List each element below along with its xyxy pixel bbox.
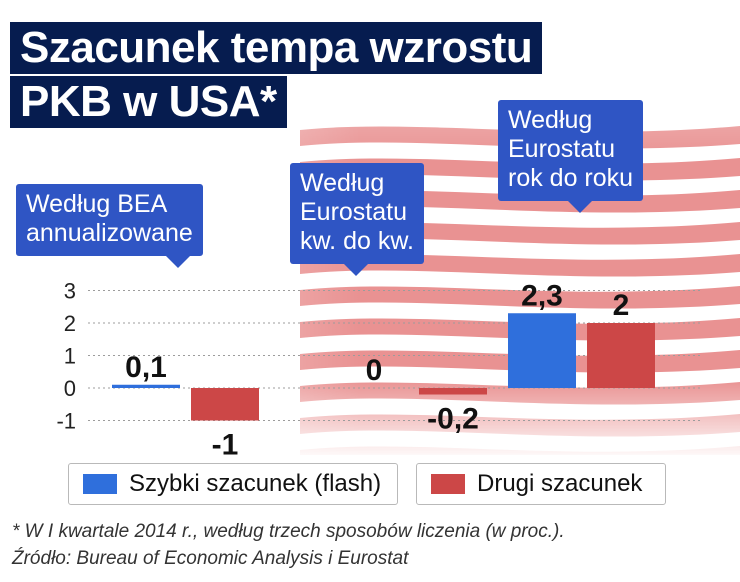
callout-eurostat-yoy-line-1: Według [508, 106, 593, 134]
title-line-1: Szacunek tempa wzrostu [10, 22, 543, 74]
data-label: -1 [212, 429, 239, 462]
data-label: 2,3 [521, 279, 563, 312]
y-tick-label: 1 [64, 344, 76, 369]
y-tick-label: 3 [64, 279, 76, 304]
callout-bea: Według BEA annualizowane [16, 184, 203, 268]
data-label: 0,1 [125, 351, 167, 384]
footnote-note: * W I kwartale 2014 r., według trzech sp… [12, 521, 565, 542]
callout-eurostat-yoy: Według Eurostatu rok do roku [498, 100, 644, 213]
bar-second [587, 323, 655, 388]
callout-bea-line-1: Według BEA [26, 190, 168, 218]
data-label: 2 [613, 289, 630, 322]
y-tick-label: 2 [64, 311, 76, 336]
y-tick-label: -1 [56, 409, 76, 434]
callout-eurostat-qoq: Według Eurostatu kw. do kw. [290, 163, 424, 276]
callout-eurostat-qoq-line-1: Według [300, 169, 385, 197]
legend-swatch-flash [83, 474, 117, 494]
callout-bea-line-2: annualizowane [26, 219, 193, 247]
callout-eurostat-yoy-line-3: rok do roku [508, 164, 634, 192]
footnote-source: Źródło: Bureau of Economic Analysis i Eu… [12, 548, 409, 569]
legend-item-flash: Szybki szacunek (flash) [68, 463, 398, 505]
bar-flash [508, 313, 576, 388]
bar-second [419, 388, 487, 395]
flag-stripe [300, 286, 740, 309]
y-tick-label: 0 [64, 376, 76, 401]
bar-flash [112, 384, 180, 388]
legend-swatch-second [431, 474, 465, 494]
data-label: -0,2 [427, 403, 479, 436]
legend-label-second: Drugi szacunek [477, 470, 643, 497]
callout-eurostat-yoy-line-2: Eurostatu [508, 135, 616, 163]
callout-eurostat-qoq-line-3: kw. do kw. [300, 227, 414, 255]
callout-eurostat-qoq-line-2: Eurostatu [300, 198, 408, 226]
legend-label-flash: Szybki szacunek (flash) [129, 470, 382, 497]
bar-second [191, 388, 259, 421]
legend-item-second: Drugi szacunek [416, 463, 666, 505]
title-line-2: PKB w USA* [10, 76, 287, 128]
data-label: 0 [366, 354, 383, 387]
footnote: * W I kwartale 2014 r., według trzech sp… [12, 518, 565, 572]
